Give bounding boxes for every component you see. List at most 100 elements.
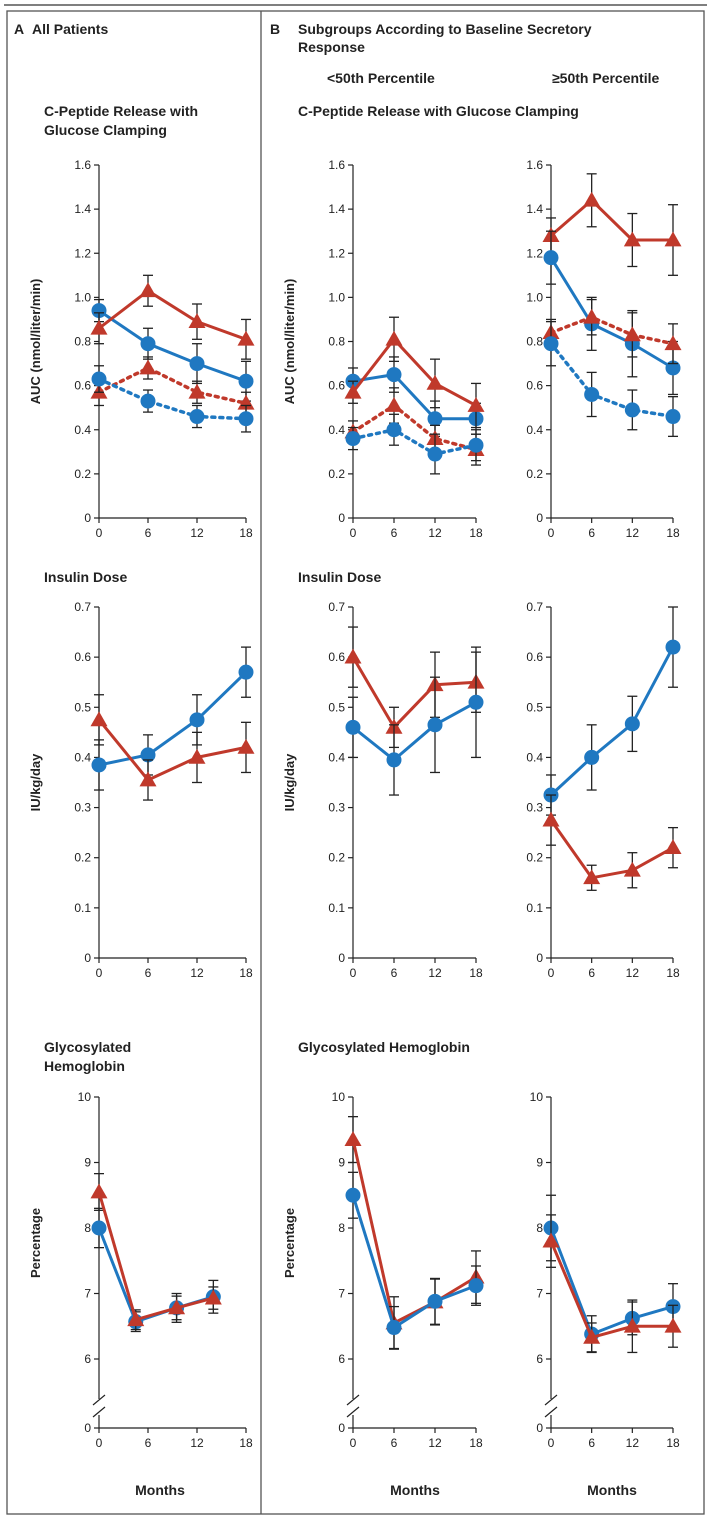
y-tick-label: 0.7 [526, 600, 543, 614]
chart-hba_all: 0 6 7 8 9 10 0 6 12 18 Percentage [28, 1090, 253, 1450]
x-tick-label: 12 [626, 1436, 640, 1450]
x-tick-label: 6 [588, 526, 595, 540]
panel-a-letter: A [14, 21, 24, 37]
chart-area: 0 0.2 0.4 0.6 0.8 1.0 1.2 1.4 1.6 0 6 12 18 AUC (nmol… [28, 158, 682, 1450]
series-2 [543, 230, 681, 396]
y-tick-label: 0.2 [328, 467, 345, 481]
series-1 [91, 298, 254, 402]
x-tick-label: 0 [548, 1436, 555, 1450]
data-point-triangle [385, 396, 403, 412]
y-tick-label: 0.4 [74, 750, 91, 764]
series-2 [344, 316, 485, 429]
x-tick-label: 18 [666, 966, 680, 980]
y-axis-label: Percentage [282, 1208, 297, 1278]
data-point-triangle [90, 1183, 108, 1199]
y-tick-label: 9 [84, 1156, 91, 1170]
series-line [549, 646, 675, 797]
y-tick-label: 1.6 [328, 158, 345, 172]
series-line [98, 309, 247, 383]
data-point-triangle [237, 330, 255, 346]
series-line [98, 289, 247, 341]
y-tick-label: 10 [530, 1090, 544, 1104]
series-line [97, 366, 248, 406]
data-point-triangle [139, 771, 157, 787]
x-tick-label: 6 [145, 526, 152, 540]
y-tick-label: 0.8 [74, 335, 91, 349]
y-axis-label: IU/kg/day [28, 753, 43, 812]
chart-ins_all: 0 0.1 0.2 0.3 0.4 0.5 0.6 0.7 0 6 12 18 IU/kg/day [28, 600, 255, 980]
y-tick-label: 0.5 [74, 700, 91, 714]
x-axis-label-high: Months [587, 1482, 637, 1498]
y-axis-label: AUC (nmol/liter/min) [282, 279, 297, 405]
data-point-triangle [188, 383, 206, 399]
data-point-triangle [623, 231, 641, 247]
x-tick-label: 0 [548, 526, 555, 540]
data-point-circle [427, 411, 443, 427]
data-point-circle [386, 752, 402, 768]
data-point-triangle [168, 1299, 186, 1315]
data-point-triangle [623, 326, 641, 342]
y-tick-label: 1.0 [526, 290, 543, 304]
data-point-circle [468, 437, 484, 453]
data-point-triangle [583, 191, 601, 207]
chart-ins_low: 0 0.1 0.2 0.3 0.4 0.5 0.6 0.7 0 6 12 18 IU/kg/day [282, 600, 485, 980]
series-1 [345, 356, 484, 438]
data-point-circle [624, 402, 640, 418]
y-tick-label: 1.0 [74, 290, 91, 304]
y-tick-label: 8 [84, 1221, 91, 1235]
y-tick-label: 9 [338, 1156, 345, 1170]
y-tick-label: 0.5 [328, 700, 345, 714]
series-line [352, 700, 477, 762]
y-tick-label: 9 [536, 1156, 543, 1170]
x-tick-label: 6 [391, 966, 398, 980]
panel-a-title: All Patients [32, 21, 108, 37]
data-point-triangle [664, 231, 682, 247]
axis-break-mark [92, 1406, 106, 1418]
y-tick-label: 7 [536, 1287, 543, 1301]
y-tick-label: 0.4 [328, 750, 345, 764]
y-tick-label: 0.6 [328, 379, 345, 393]
axis-break-mark [346, 1394, 360, 1406]
data-point-circle [665, 639, 681, 655]
data-point-triangle [139, 359, 157, 375]
series-1 [344, 626, 485, 749]
data-point-triangle [90, 319, 108, 335]
y-tick-label: 0 [536, 951, 543, 965]
data-point-circle [386, 1320, 402, 1336]
hba1c-title-a-line2: Hemoglobin [44, 1058, 125, 1074]
data-point-circle [238, 373, 254, 389]
x-tick-label: 0 [96, 966, 103, 980]
x-tick-label: 12 [428, 526, 442, 540]
y-tick-label: 0.3 [74, 801, 91, 815]
data-point-circle [91, 1220, 107, 1236]
y-tick-label: 0.8 [328, 335, 345, 349]
data-point-triangle [188, 313, 206, 329]
insulin-title-a: Insulin Dose [44, 569, 127, 585]
x-tick-label: 6 [145, 1436, 152, 1450]
series-line [549, 256, 674, 370]
x-tick-label: 12 [626, 526, 640, 540]
y-tick-label: 0.6 [526, 379, 543, 393]
series-line [97, 1191, 214, 1322]
x-tick-label: 12 [428, 1436, 442, 1450]
data-point-circle [584, 386, 600, 402]
y-tick-label: 0 [338, 511, 345, 525]
chart-cpep_high: 0 0.2 0.4 0.6 0.8 1.0 1.2 1.4 1.6 0 6 12 18 [526, 158, 682, 540]
series-line [549, 341, 675, 419]
insulin-title-b: Insulin Dose [298, 569, 381, 585]
data-point-circle [427, 1293, 443, 1309]
y-axis-label: Percentage [28, 1208, 43, 1278]
hba1c-title-b: Glycosylated Hemoglobin [298, 1039, 470, 1055]
y-tick-label: 0.6 [328, 650, 345, 664]
y-tick-label: 0.1 [74, 901, 91, 915]
series-line [351, 403, 478, 452]
data-point-circle [468, 1278, 484, 1294]
series-line [549, 819, 674, 880]
y-tick-label: 0.3 [328, 801, 345, 815]
data-point-triangle [664, 1317, 682, 1333]
y-tick-label: 1.6 [526, 158, 543, 172]
series-2 [542, 1214, 682, 1354]
data-point-circle [665, 409, 681, 425]
x-tick-label: 18 [469, 1436, 483, 1450]
